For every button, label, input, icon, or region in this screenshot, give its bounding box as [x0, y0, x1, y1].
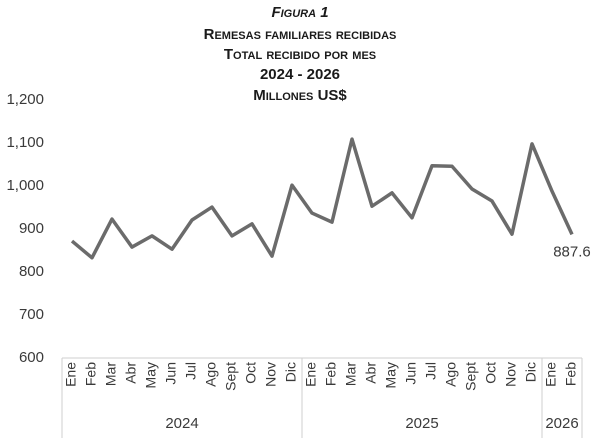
x-tick-label: Feb	[323, 362, 339, 386]
x-tick-label: Mar	[343, 362, 359, 386]
subtitle: 2024 - 2026	[260, 66, 340, 83]
y-tick-label: 1,100	[6, 134, 44, 151]
x-tick-label: Mar	[103, 362, 119, 386]
y-tick-label: 900	[19, 220, 44, 237]
x-tick-label: Jul	[423, 362, 439, 380]
x-tick-label: Nov	[263, 362, 279, 387]
x-tick-label: Sept	[463, 362, 479, 391]
x-tick-label: Nov	[503, 362, 519, 387]
x-tick-label: Ene	[63, 362, 79, 387]
y-tick-label: 700	[19, 306, 44, 323]
y-tick-label: 600	[19, 349, 44, 366]
x-tick-label: Ene	[543, 362, 559, 387]
group-label: 2025	[405, 415, 438, 432]
y-tick-label: 1,000	[6, 177, 44, 194]
x-tick-label: Jun	[403, 362, 419, 385]
x-tick-label: Dic	[523, 362, 539, 382]
x-tick-label: Abr	[363, 362, 379, 384]
x-tick-label: Ago	[203, 362, 219, 387]
x-tick-label: Oct	[483, 362, 499, 384]
data-label: 887.6	[553, 243, 591, 260]
subtitle: Total recibido por mes	[224, 46, 376, 63]
x-tick-label: Abr	[123, 362, 139, 384]
group-label: 2026	[545, 415, 578, 432]
x-tick-label: Jul	[183, 362, 199, 380]
x-tick-label: Jun	[163, 362, 179, 385]
x-tick-label: Sept	[223, 362, 239, 391]
x-tick-label: Dic	[283, 362, 299, 382]
x-tick-label: May	[383, 362, 399, 388]
y-tick-label: 1,200	[6, 91, 44, 108]
chart-title: Figura 1	[271, 4, 328, 21]
y-tick-label: 800	[19, 263, 44, 280]
x-tick-label: Ago	[443, 362, 459, 387]
group-label: 2024	[165, 415, 198, 432]
x-tick-label: Feb	[83, 362, 99, 386]
line	[70, 137, 574, 260]
x-tick-label: Oct	[243, 362, 259, 384]
x-tick-label: Ene	[303, 362, 319, 387]
subtitle: Remesas familiares recibidas	[204, 26, 397, 43]
subtitle: Millones US$	[253, 87, 347, 104]
x-tick-label: May	[143, 362, 159, 388]
x-tick-label: Feb	[563, 362, 579, 386]
